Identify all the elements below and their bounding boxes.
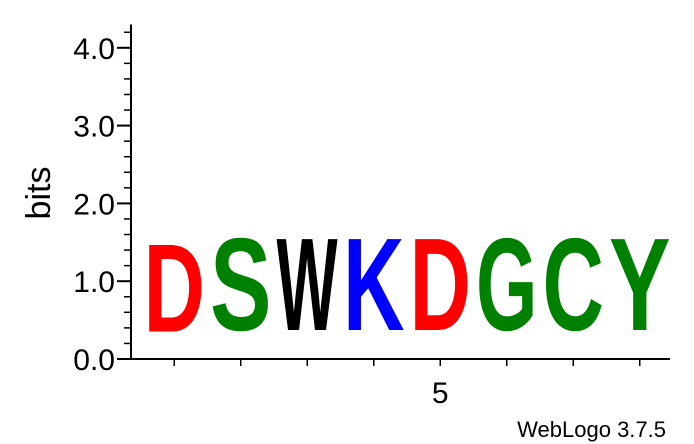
logo-letter-w-pos3: W	[277, 212, 338, 359]
y-tick-label: 3.0	[73, 111, 115, 144]
weblogo-credit: WebLogo 3.7.5	[517, 417, 666, 442]
logo-letter-d-pos1: D	[144, 218, 205, 358]
y-tick-label: 2.0	[73, 188, 115, 221]
y-axis: 0.0 1.0 2.0 3.0 4.0	[73, 24, 132, 377]
y-tick-label: 4.0	[73, 33, 115, 66]
y-tick-label: 0.0	[73, 344, 115, 377]
logo-letter-y-pos8: Y	[609, 212, 671, 359]
logo-letter-g-pos6: G	[476, 212, 537, 359]
y-tick-label: 1.0	[73, 266, 115, 299]
x-axis: 5	[130, 358, 670, 410]
logo-letter-s-pos2: S	[210, 212, 272, 359]
x-tick-label: 5	[432, 377, 449, 410]
logo-letter-c-pos7: C	[543, 210, 604, 359]
logo-letter-d-pos5: D	[410, 210, 471, 359]
logo-letter-k-pos4: K	[343, 210, 404, 359]
y-axis-label: bits	[20, 167, 58, 220]
